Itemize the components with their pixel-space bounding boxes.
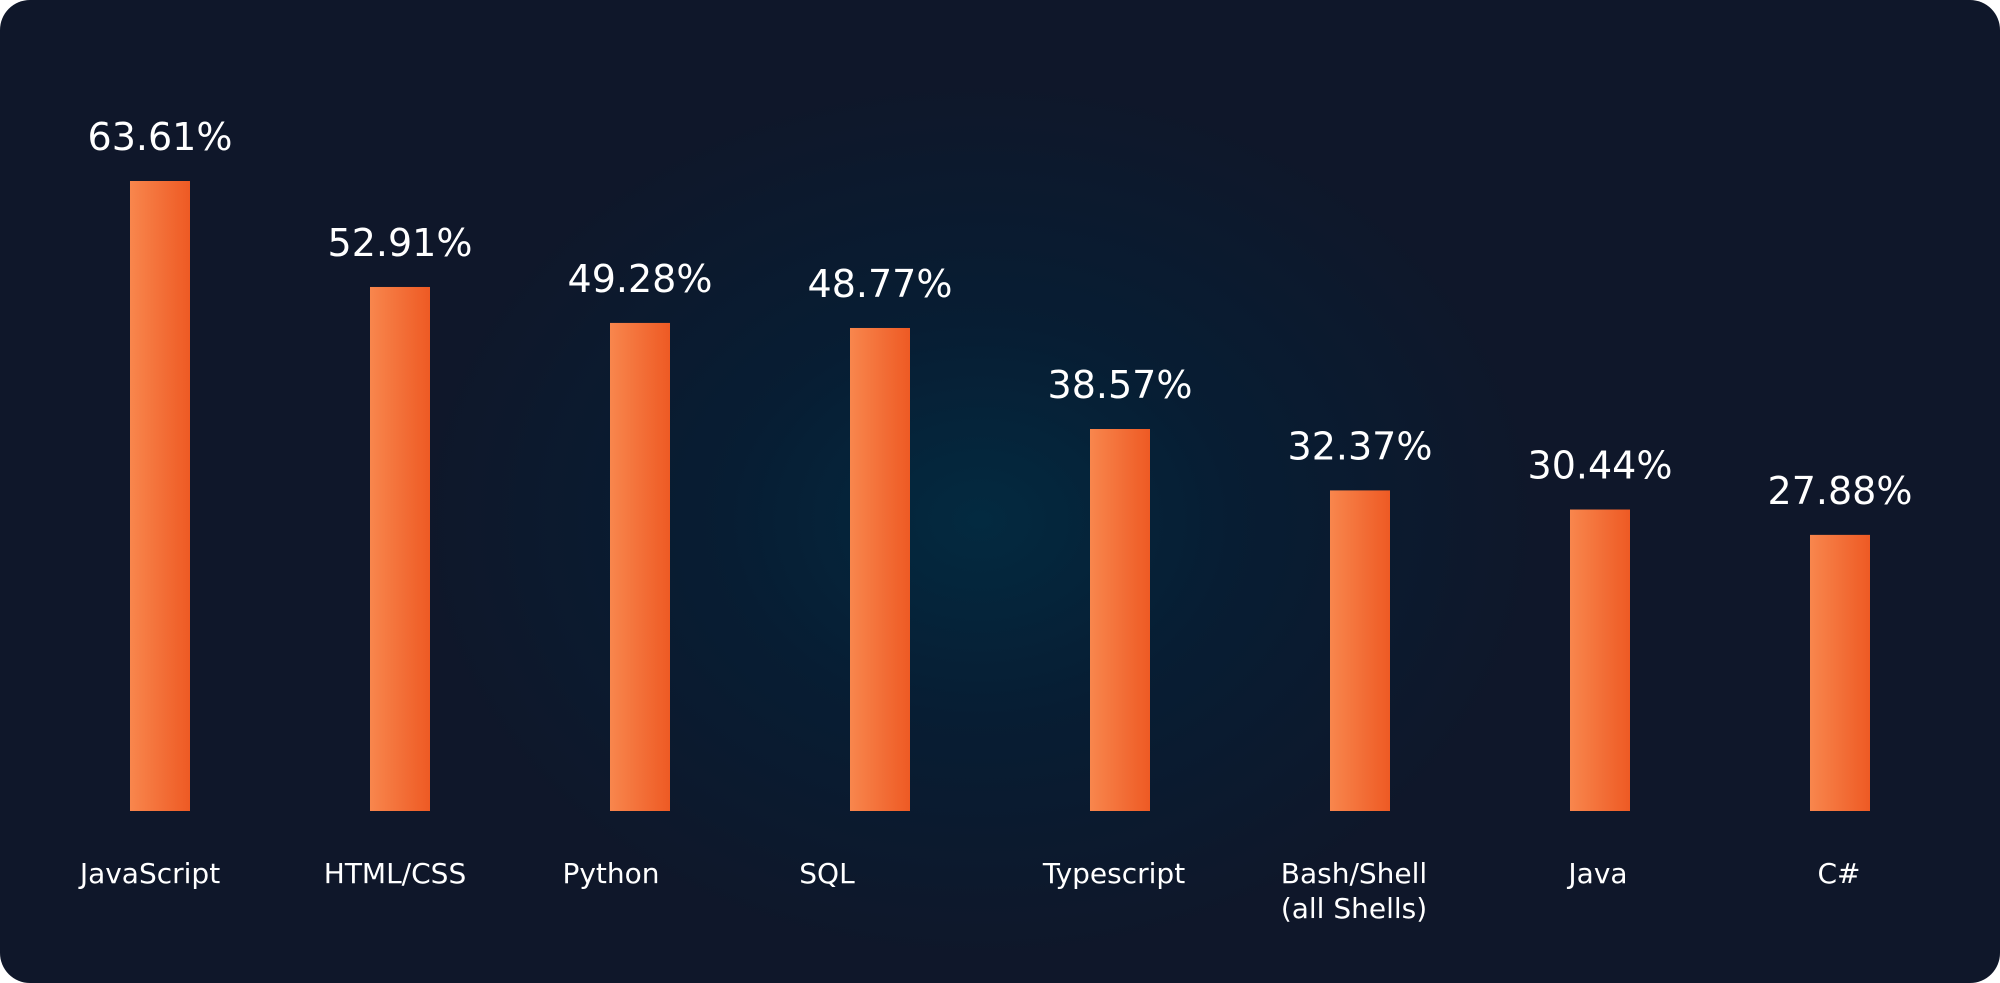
category-label: Typescript bbox=[1042, 857, 1185, 890]
category-label: JavaScript bbox=[78, 857, 220, 890]
bar-7 bbox=[1570, 509, 1630, 811]
bar-4 bbox=[850, 327, 910, 811]
bar-5 bbox=[1090, 428, 1150, 811]
category-label: (all Shells) bbox=[1281, 892, 1427, 925]
value-label: 38.57% bbox=[1048, 363, 1193, 407]
value-label: 63.61% bbox=[88, 115, 233, 159]
value-label: 49.28% bbox=[568, 257, 713, 301]
labels-layer: 63.61% JavaScript 52.91% HTML/CSS 49.28% Pyth… bbox=[78, 115, 1913, 925]
value-label: 30.44% bbox=[1528, 444, 1673, 488]
category-label: C# bbox=[1817, 857, 1860, 890]
bar-3 bbox=[610, 322, 670, 811]
bars-layer bbox=[130, 181, 1870, 812]
category-label: Python bbox=[562, 857, 659, 890]
bar-6 bbox=[1330, 490, 1390, 811]
category-label: Java bbox=[1566, 857, 1627, 890]
value-label: 27.88% bbox=[1768, 469, 1913, 513]
bar-8 bbox=[1810, 534, 1870, 811]
category-label: SQL bbox=[799, 857, 855, 890]
bar-2 bbox=[370, 286, 430, 812]
category-label: Bash/Shell bbox=[1281, 857, 1427, 890]
value-label: 48.77% bbox=[808, 262, 953, 306]
category-label: HTML/CSS bbox=[324, 857, 466, 890]
bar-1 bbox=[130, 181, 190, 811]
value-label: 32.37% bbox=[1288, 424, 1433, 468]
value-label: 52.91% bbox=[328, 221, 473, 265]
